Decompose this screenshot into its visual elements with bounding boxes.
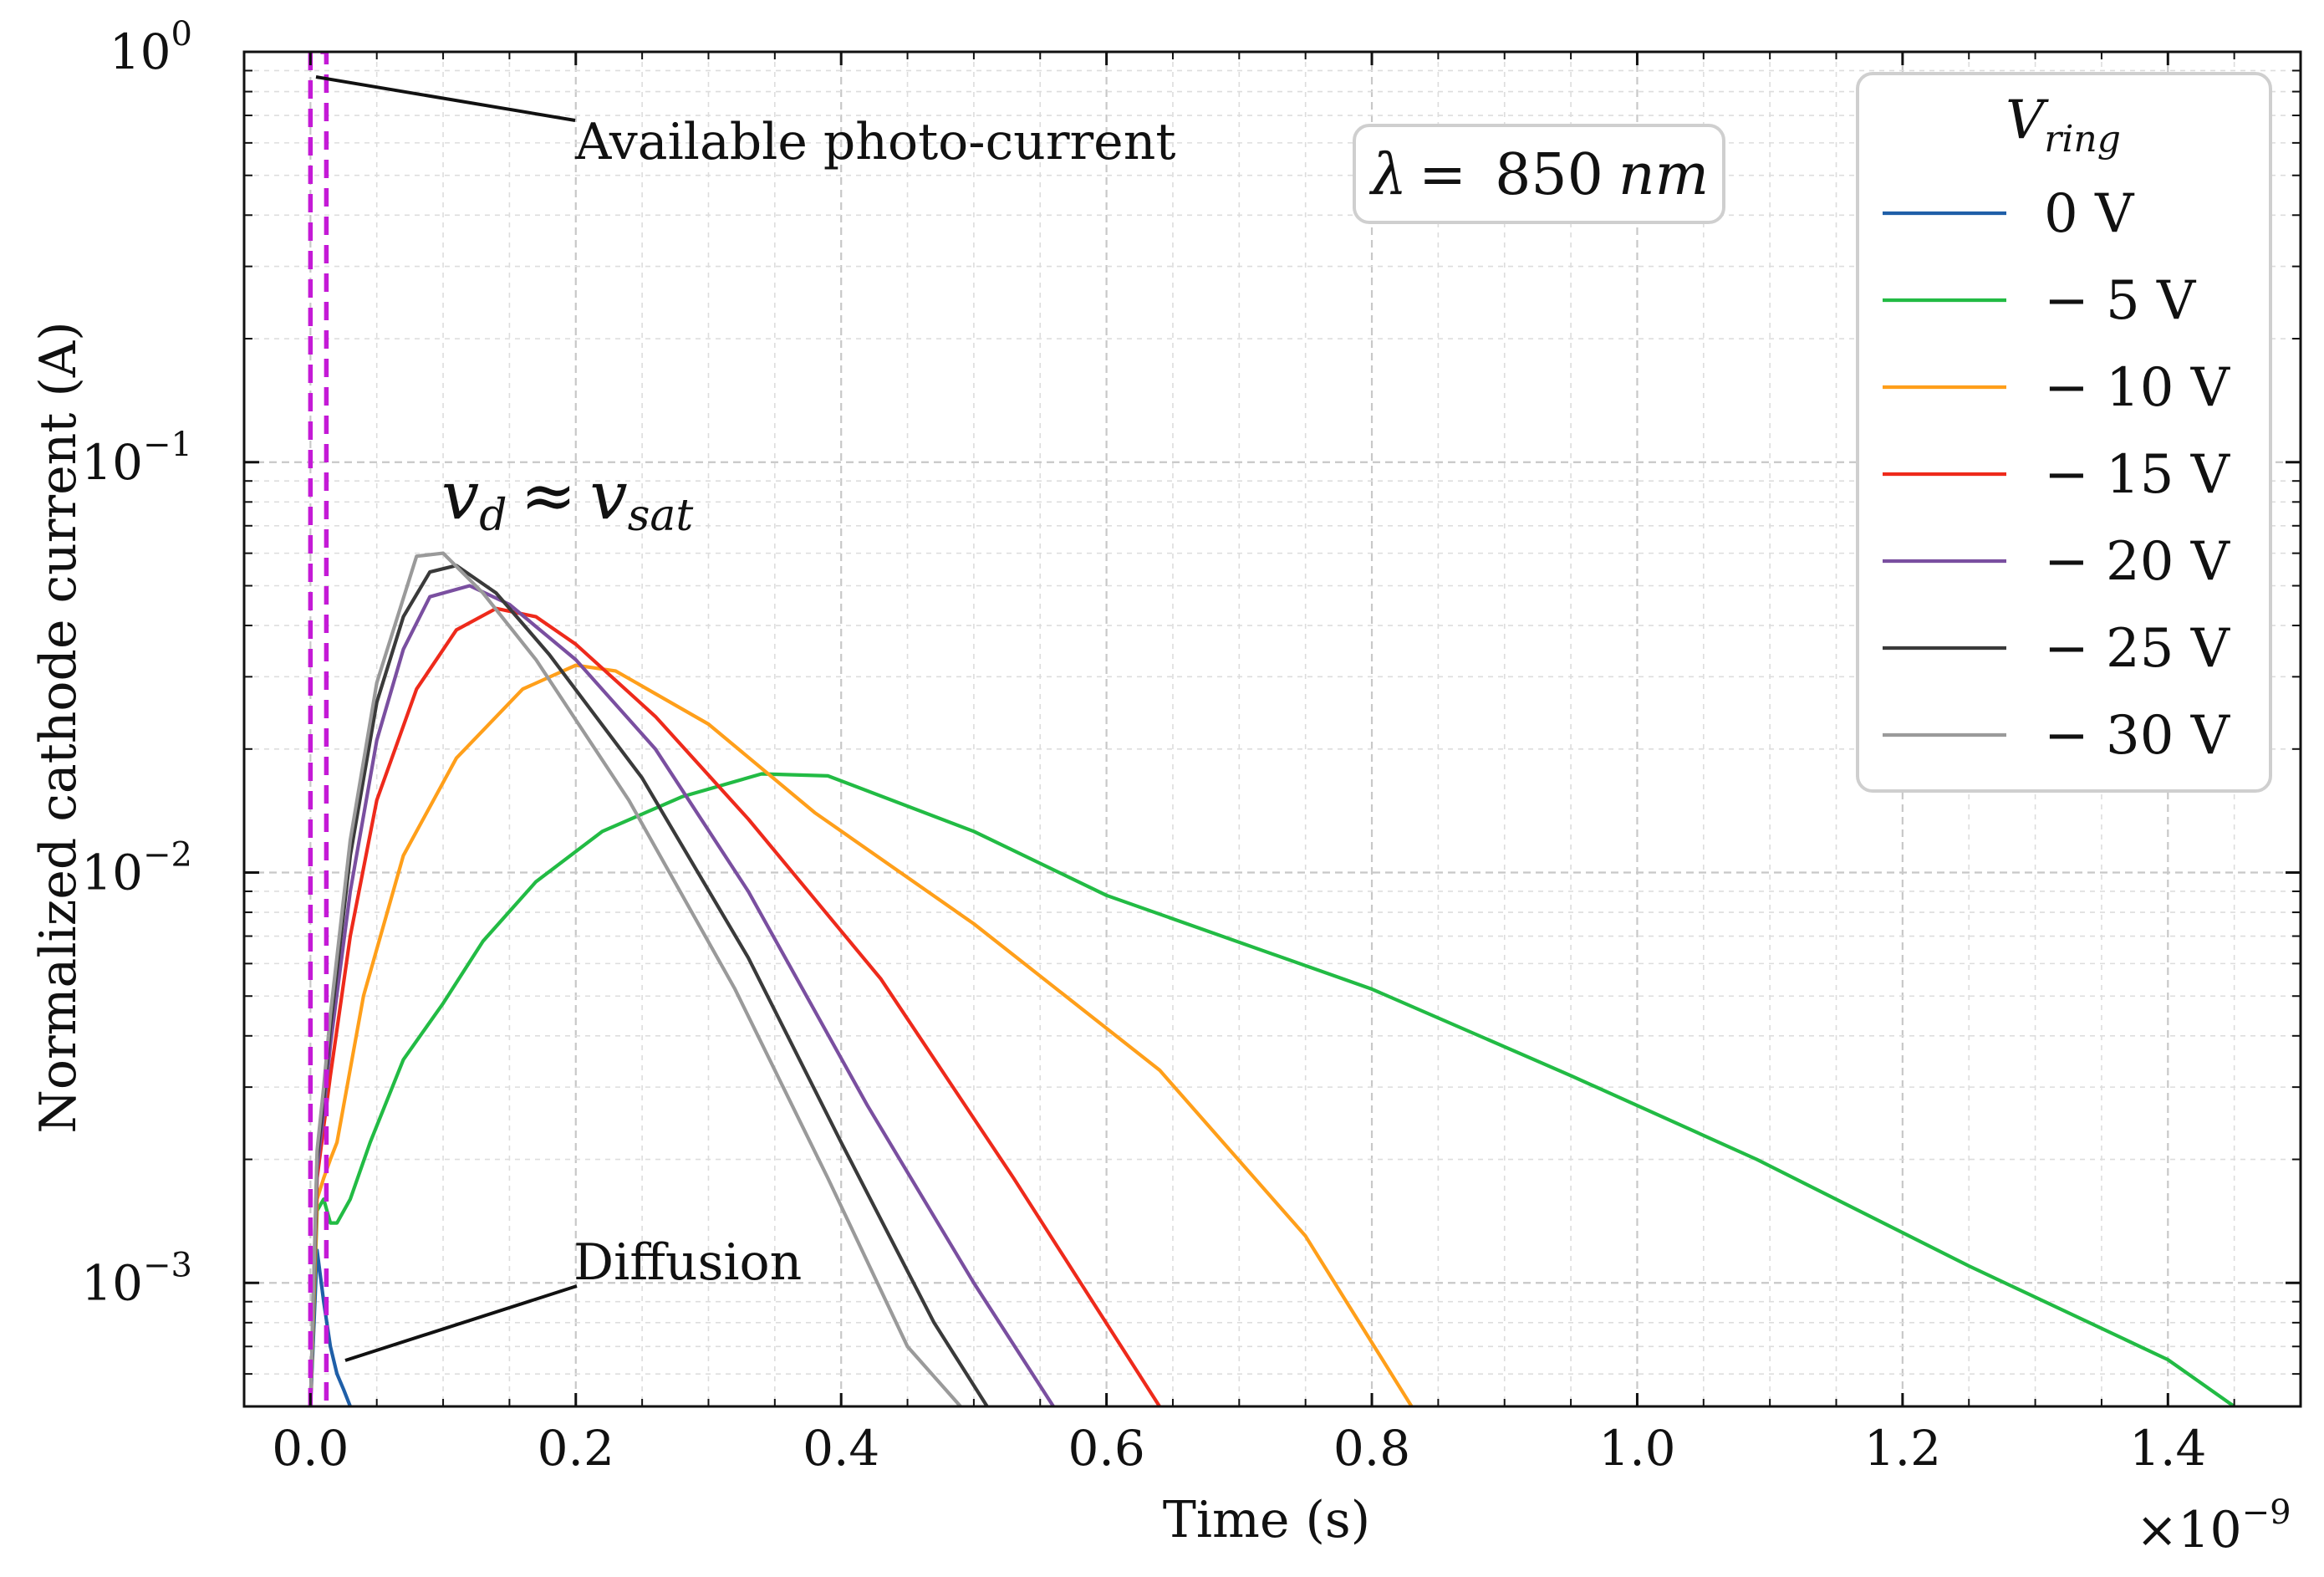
y-tick-label: 10−1: [81, 426, 192, 491]
x-tick-label: 1.2: [1864, 1420, 1941, 1477]
y-tick-label-exponent: 0: [171, 15, 192, 54]
x-multiplier-base: ×10: [2136, 1501, 2242, 1559]
velocity-label-part: sat: [628, 491, 694, 541]
legend-entry-label: − 5 V: [2044, 270, 2197, 332]
axes-frame: [242, 50, 2302, 1408]
x-tick-label: 0.6: [1068, 1420, 1144, 1477]
legend-title-sub: ring: [2044, 118, 2121, 161]
x-tick-label: 0.8: [1333, 1420, 1410, 1477]
grid: [243, 50, 2301, 1407]
velocity-saturation-label: vd ≈ vsat: [441, 457, 693, 541]
legend-title-main: V: [2005, 89, 2049, 151]
series-line-5v: [308, 772, 2235, 1406]
wavelength-label-part: 850: [1495, 142, 1603, 208]
x-tick-label: 0.0: [272, 1420, 349, 1477]
plot-frame: [242, 50, 2302, 1408]
legend-entry-label: − 15 V: [2044, 444, 2231, 506]
y-tick-label-base: 10: [81, 1254, 143, 1311]
series-line-30v: [308, 551, 962, 1406]
velocity-label-part: d: [479, 491, 507, 541]
x-axis-title: Time (s): [1163, 1491, 1370, 1549]
diffusion-annotation: Diffusion: [573, 1233, 802, 1292]
y-tick-label-base: 10: [81, 845, 143, 901]
legend-entry-label: − 20 V: [2044, 531, 2231, 593]
legend-entry-label: − 25 V: [2044, 618, 2231, 680]
photo-current-pulse: [308, 52, 329, 1406]
legend-entry-label: − 30 V: [2044, 705, 2231, 767]
y-axis-title: Normalized cathode current (A): [29, 321, 88, 1133]
legend-box: [1856, 72, 2272, 793]
legend-entry-label: 0 V: [2044, 183, 2135, 245]
y-tick-label: 10−2: [81, 836, 192, 901]
wavelength-box: [1353, 124, 1725, 224]
y-tick-label-exponent: −2: [143, 836, 192, 875]
velocity-label-part: v: [590, 457, 628, 534]
x-multiplier-exponent: −9: [2242, 1493, 2291, 1532]
legend-entry-label: − 10 V: [2044, 357, 2231, 419]
plot-series: [308, 52, 2235, 1406]
y-tick-label: 100: [110, 15, 192, 80]
x-tick-label: 0.4: [803, 1420, 879, 1477]
wavelength-label-part: nm: [1618, 142, 1709, 208]
velocity-label-part: v: [441, 457, 479, 534]
diffusion-pointer: [344, 1284, 578, 1362]
y-tick-label-base: 10: [81, 434, 143, 491]
photo-current-pointer: [315, 75, 576, 122]
x-tick-label: 0.2: [538, 1420, 614, 1477]
y-tick-label-exponent: −1: [143, 426, 192, 464]
photo-current-annotation: Available photo-current: [574, 113, 1175, 171]
x-axis-multiplier: ×10−9: [2136, 1493, 2291, 1559]
velocity-label-part: ≈: [521, 457, 577, 534]
x-tick-label: 1.0: [1598, 1420, 1675, 1477]
series-group: [308, 52, 2235, 1406]
y-tick-label: 10−3: [81, 1246, 192, 1311]
wavelength-label-part: λ: [1368, 142, 1407, 208]
y-tick-label-exponent: −3: [143, 1246, 192, 1284]
wavelength-label: λ = 850 nm: [1368, 142, 1709, 208]
legend-title: Vring: [2005, 89, 2121, 161]
wavelength-label-part: =: [1419, 142, 1466, 208]
x-tick-label: 1.4: [2129, 1420, 2206, 1477]
legend: Vring 0 V − 5 V − 10 V − 15 V − 20 V − 25 V − 3…: [1856, 72, 2272, 793]
y-tick-label-base: 10: [110, 23, 171, 80]
